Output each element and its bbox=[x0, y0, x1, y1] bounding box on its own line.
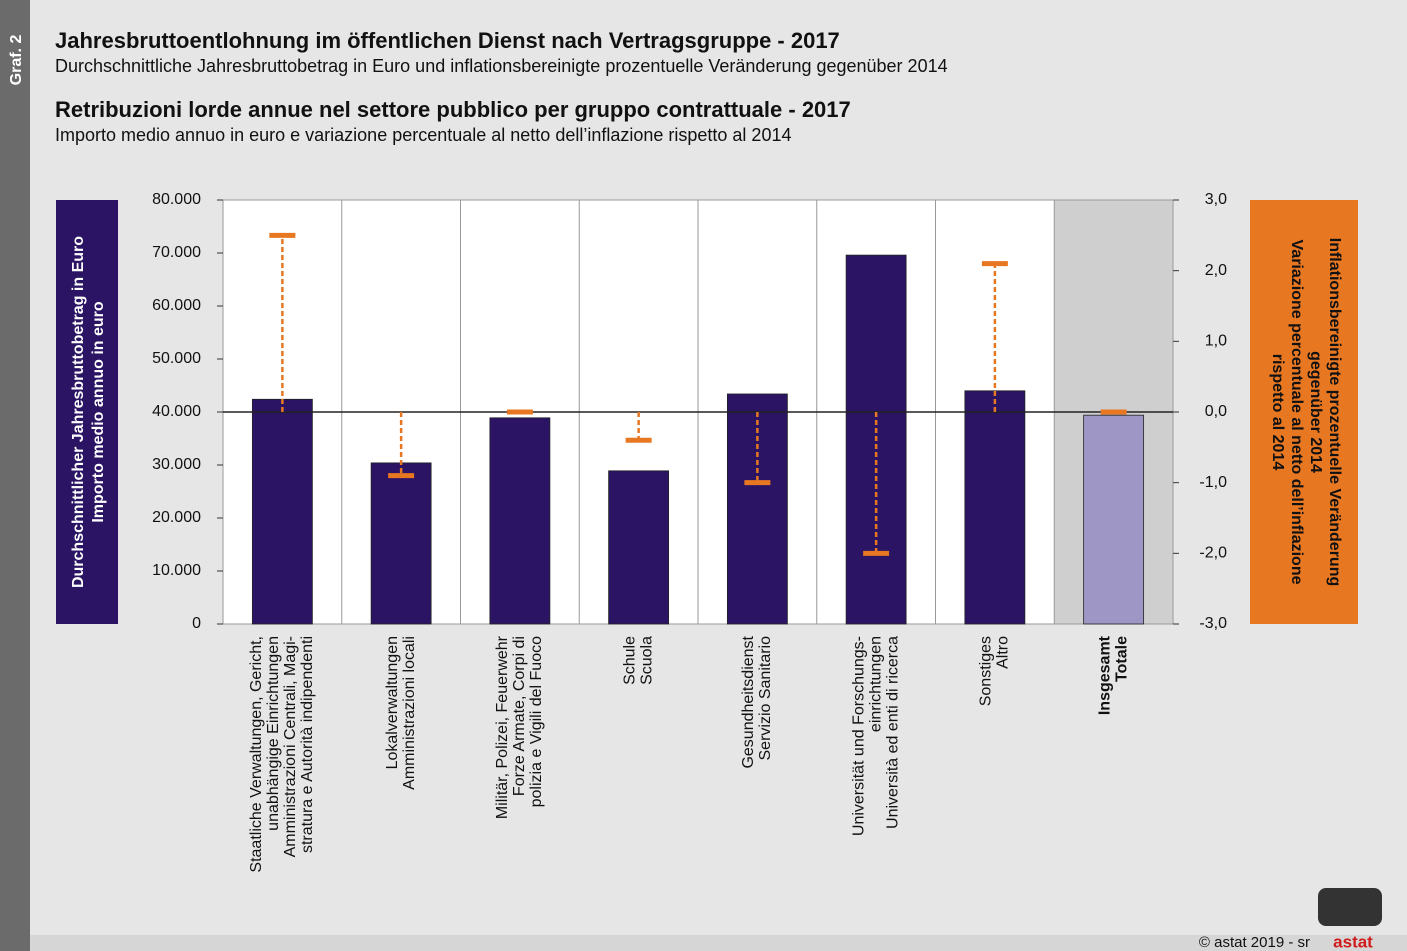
y2-tick-label: -3,0 bbox=[1199, 615, 1227, 632]
side-label: Graf. 2 bbox=[8, 35, 25, 86]
x-tick-label: Amministrazioni locali bbox=[401, 636, 418, 790]
x-tick-label: Lokalverwaltungen bbox=[384, 636, 401, 769]
x-tick-label: Schule bbox=[621, 636, 638, 685]
y-tick-label: 60.000 bbox=[152, 297, 201, 314]
x-tick-label: Staatliche Verwaltungen, Gericht, bbox=[248, 636, 265, 873]
y-tick-label: 30.000 bbox=[152, 456, 201, 473]
y2-axis-label: Variazione percentuale al netto dell’inf… bbox=[1288, 240, 1305, 585]
x-tick-label: Universität und Forschungs- bbox=[850, 636, 867, 836]
y2-tick-label: 0,0 bbox=[1205, 403, 1227, 420]
y2-axis-label: Inflationsbereinigte prozentuelle Veränd… bbox=[1326, 238, 1343, 587]
y-tick-label: 10.000 bbox=[152, 562, 201, 579]
y2-tick-label: 2,0 bbox=[1205, 262, 1227, 279]
footer-band bbox=[30, 935, 1407, 951]
y2-tick-label: -1,0 bbox=[1199, 474, 1227, 491]
chart-title-2: Retribuzioni lorde annue nel settore pub… bbox=[55, 97, 851, 122]
footer: © astat 2019 - sr bbox=[1199, 934, 1310, 951]
x-tick-label: Università ed enti di ricerca bbox=[884, 636, 901, 829]
y2-axis-label: rispetto al 2014 bbox=[1269, 354, 1286, 471]
y-axis-label: Importo medio annuo in euro bbox=[90, 301, 107, 523]
x-tick-label: einrichtungen bbox=[867, 636, 884, 732]
x-tick-label: polizia e Vigili del Fuoco bbox=[528, 636, 545, 807]
x-tick-label: Sonstiges bbox=[978, 636, 995, 706]
bar bbox=[608, 470, 670, 625]
bar bbox=[370, 462, 432, 625]
y2-tick-label: 3,0 bbox=[1205, 191, 1227, 208]
x-tick-label: Altro bbox=[995, 636, 1012, 669]
y-tick-label: 50.000 bbox=[152, 350, 201, 367]
y-axis-label-box bbox=[56, 200, 118, 624]
x-tick-label: Scuola bbox=[638, 636, 655, 685]
x-tick-label: Totale bbox=[1113, 636, 1130, 682]
logo-icon bbox=[1318, 888, 1382, 926]
x-tick-label: stratura e Autorità indipendenti bbox=[299, 636, 316, 853]
x-tick-label: Amministrazioni Centrali, Magi- bbox=[282, 636, 299, 857]
side-strip bbox=[0, 0, 30, 951]
bar bbox=[964, 390, 1026, 625]
x-tick-label: Servizio Sanitario bbox=[757, 636, 774, 761]
y-axis-label: Durchschnittlicher Jahresbruttobetrag in… bbox=[70, 236, 87, 588]
y2-tick-label: 1,0 bbox=[1205, 333, 1227, 350]
y-tick-label: 20.000 bbox=[152, 509, 201, 526]
x-tick-label: Militär, Polizei, Feuerwehr bbox=[494, 635, 511, 819]
x-tick-label: Forze Armate, Corpi di bbox=[511, 636, 528, 796]
bar bbox=[251, 398, 313, 625]
bar bbox=[489, 417, 551, 625]
x-tick-label: unabhängige Einrichtungen bbox=[265, 636, 282, 831]
bar bbox=[1083, 414, 1145, 625]
y-tick-label: 40.000 bbox=[152, 403, 201, 420]
chart-subtitle: Durchschnittliche Jahresbruttobetrag in … bbox=[55, 56, 948, 76]
logo: astat bbox=[1333, 932, 1373, 951]
chart-title: Jahresbruttoentlohnung im öffentlichen D… bbox=[55, 28, 840, 53]
y-tick-label: 0 bbox=[192, 615, 201, 632]
x-tick-label: Insgesamt bbox=[1096, 635, 1113, 715]
y2-axis-label: gegenüber 2014 bbox=[1307, 351, 1324, 473]
x-tick-label: Gesundheitsdienst bbox=[740, 635, 757, 768]
y2-axis-label-box bbox=[1250, 200, 1358, 624]
y2-tick-label: -2,0 bbox=[1199, 545, 1227, 562]
y-tick-label: 70.000 bbox=[152, 244, 201, 261]
chart-subtitle-2: Importo medio annuo in euro e variazione… bbox=[55, 125, 791, 145]
y-tick-label: 80.000 bbox=[152, 191, 201, 208]
